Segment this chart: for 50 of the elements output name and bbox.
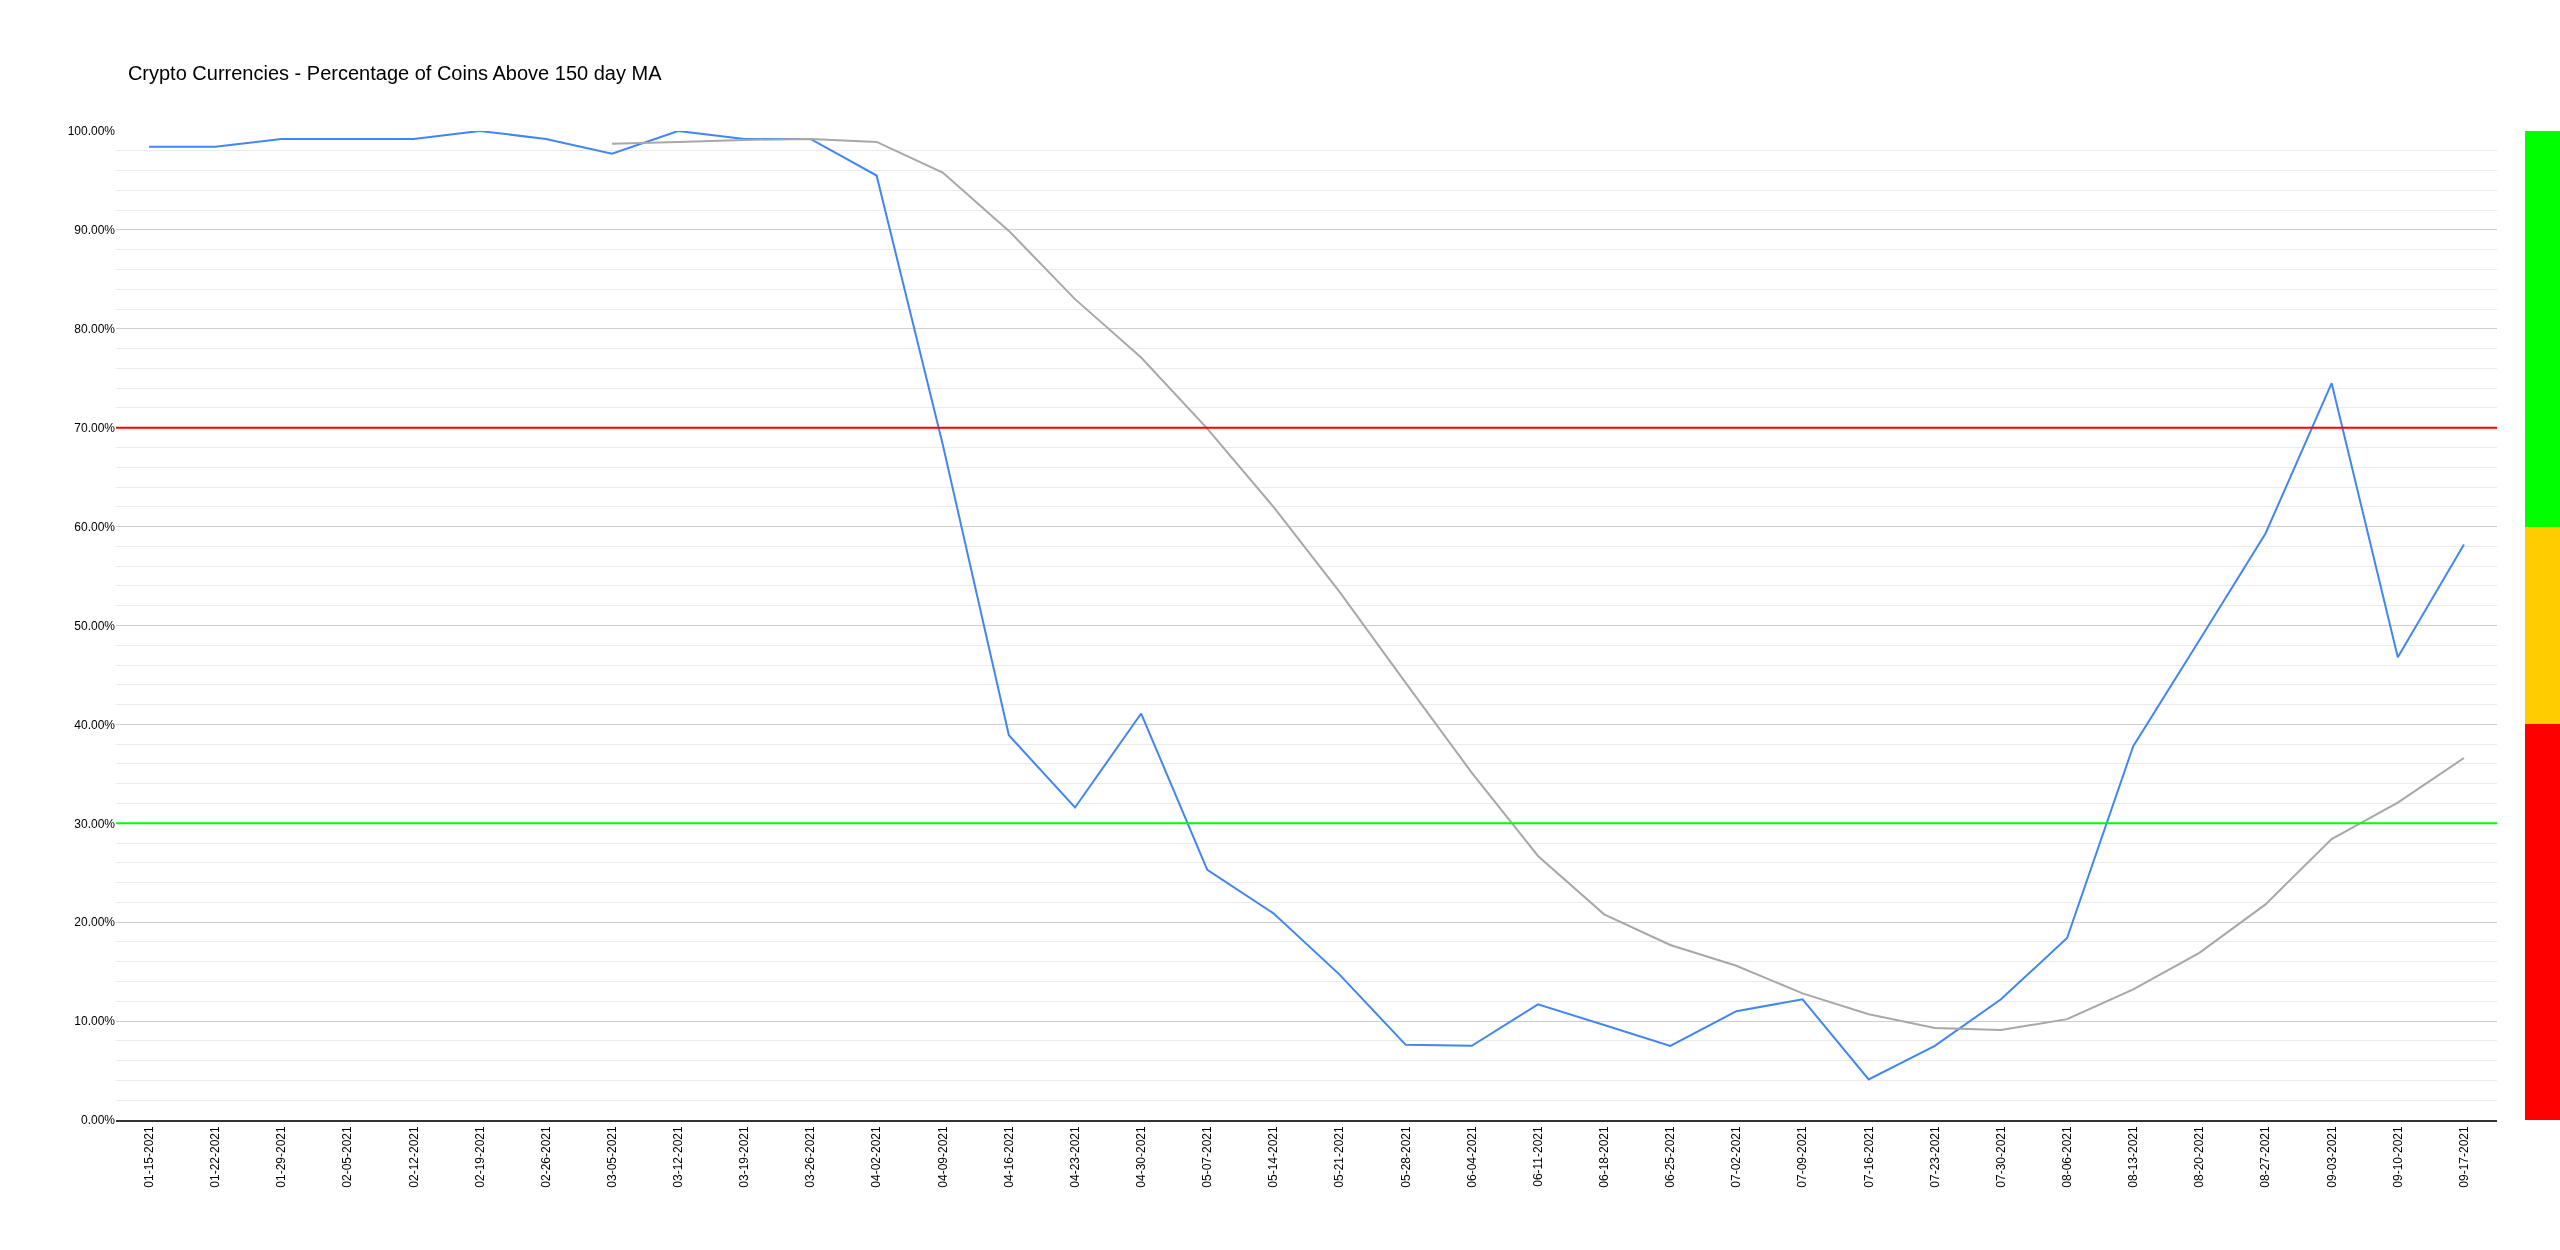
x-tick-label: 03-05-2021	[604, 1125, 619, 1188]
y-tick-label: 100.00%	[67, 124, 116, 139]
x-tick-label: 05-28-2021	[1398, 1125, 1413, 1188]
x-tick-label: 04-30-2021	[1134, 1125, 1149, 1188]
x-tick-label: 03-19-2021	[737, 1125, 752, 1188]
x-tick-label: 07-02-2021	[1729, 1125, 1744, 1188]
x-tick-label: 02-26-2021	[538, 1125, 553, 1188]
x-tick-label: 03-12-2021	[671, 1125, 686, 1188]
x-tick-label: 01-22-2021	[208, 1125, 223, 1188]
y-tick-label: 40.00%	[74, 717, 116, 732]
x-tick-label: 07-30-2021	[1993, 1125, 2008, 1188]
x-tick-label: 08-20-2021	[2192, 1125, 2207, 1188]
x-tick-label: 01-15-2021	[141, 1125, 156, 1188]
x-tick-label: 09-17-2021	[2456, 1125, 2471, 1188]
x-tick-label: 02-12-2021	[406, 1125, 421, 1188]
y-tick-label: 0.00%	[80, 1113, 116, 1128]
y-tick-label: 20.00%	[74, 915, 116, 930]
y-tick-label: 60.00%	[74, 519, 116, 534]
x-tick-label: 06-11-2021	[1530, 1125, 1545, 1187]
x-tick-label: 06-25-2021	[1663, 1125, 1678, 1188]
x-tick-label: 02-05-2021	[340, 1125, 355, 1188]
x-tick-label: 06-18-2021	[1597, 1125, 1612, 1188]
line-series	[611, 137, 2465, 1031]
x-tick-label: 08-13-2021	[2126, 1125, 2141, 1188]
x-tick-label: 01-29-2021	[274, 1125, 289, 1188]
x-tick-label: 06-04-2021	[1464, 1125, 1479, 1188]
x-tick-label: 09-03-2021	[2324, 1125, 2339, 1188]
line-series	[148, 131, 2465, 1081]
y-tick-label: 70.00%	[74, 420, 116, 435]
x-tick-label: 07-16-2021	[1861, 1125, 1876, 1188]
x-tick-label: 07-09-2021	[1795, 1125, 1810, 1188]
x-tick-label: 08-06-2021	[2060, 1125, 2074, 1188]
x-tick-label: 03-26-2021	[803, 1125, 818, 1188]
x-tick-label: 07-23-2021	[1927, 1125, 1942, 1188]
x-tick-label: 05-14-2021	[1266, 1125, 1281, 1188]
chart-title: Crypto Currencies - Percentage of Coins Above 150 day MA	[127, 61, 663, 84]
x-tick-label: 09-10-2021	[2390, 1125, 2405, 1188]
x-tick-label: 05-07-2021	[1200, 1125, 1215, 1188]
x-tick-label: 08-27-2021	[2258, 1125, 2273, 1188]
y-tick-label: 10.00%	[74, 1014, 116, 1029]
y-tick-label: 30.00%	[74, 816, 116, 831]
y-tick-label: 50.00%	[74, 618, 116, 633]
x-tick-label: 02-19-2021	[472, 1125, 487, 1188]
y-tick-label: 90.00%	[74, 223, 116, 238]
y-tick-label: 80.00%	[74, 322, 116, 336]
x-tick-label: 04-02-2021	[869, 1125, 884, 1188]
x-tick-label: 04-16-2021	[1001, 1125, 1016, 1188]
x-tick-label: 04-23-2021	[1067, 1125, 1082, 1188]
x-tick-label: 05-21-2021	[1332, 1125, 1347, 1188]
x-tick-label: 04-09-2021	[935, 1125, 950, 1188]
